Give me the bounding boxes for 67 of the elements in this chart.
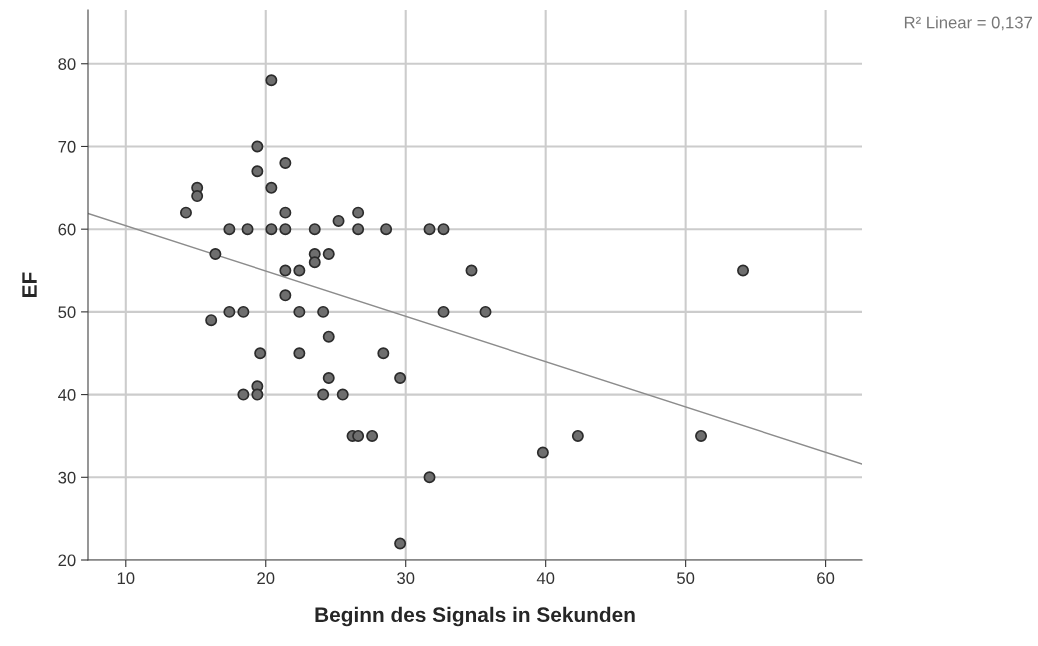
point — [241, 223, 254, 236]
point — [737, 264, 750, 277]
point — [237, 305, 250, 318]
point — [265, 74, 278, 87]
x-tick-label: 50 — [677, 572, 695, 585]
point — [352, 223, 365, 236]
point — [394, 537, 407, 550]
point — [254, 347, 267, 360]
point — [279, 157, 292, 169]
point — [279, 223, 292, 236]
x-tick-label: 20 — [257, 572, 275, 585]
point — [293, 347, 306, 360]
point — [209, 247, 222, 260]
point — [377, 347, 390, 360]
point — [423, 223, 436, 236]
point — [279, 264, 292, 277]
point — [322, 372, 335, 385]
point — [479, 305, 492, 318]
point — [293, 305, 306, 318]
point — [237, 388, 250, 401]
point — [352, 429, 365, 442]
point — [322, 247, 335, 260]
point — [251, 140, 264, 153]
x-tick-label: 10 — [117, 572, 135, 585]
point — [571, 429, 584, 442]
point — [317, 388, 330, 401]
point — [279, 289, 292, 302]
x-tick-label: 60 — [817, 572, 835, 585]
y-tick-label: 40 — [58, 388, 76, 401]
point — [205, 314, 218, 327]
point — [437, 305, 450, 318]
point — [536, 446, 549, 459]
point — [336, 388, 349, 401]
point — [191, 190, 204, 203]
point — [332, 214, 345, 227]
point — [265, 181, 278, 194]
point — [265, 223, 278, 236]
point — [308, 256, 321, 269]
x-axis-title: Beginn des Signals in Sekunden — [315, 606, 635, 627]
y-tick-label: 20 — [58, 554, 76, 567]
point — [223, 305, 236, 318]
point — [423, 471, 436, 484]
point — [394, 372, 407, 385]
point — [308, 223, 321, 236]
y-tick-label: 80 — [58, 58, 76, 70]
point — [251, 388, 264, 401]
y-tick-label: 70 — [58, 140, 76, 153]
point — [366, 429, 379, 442]
point — [317, 305, 330, 318]
point — [223, 223, 236, 236]
point — [352, 206, 365, 219]
point — [293, 264, 306, 277]
point — [251, 165, 264, 178]
y-tick-label: 50 — [58, 306, 76, 319]
point — [279, 206, 292, 219]
x-tick-label: 30 — [397, 572, 415, 585]
y-tick-label: 30 — [58, 471, 76, 484]
point — [179, 206, 192, 219]
x-tick-label: 40 — [536, 572, 555, 585]
y-tick-label: 60 — [58, 223, 76, 236]
point — [322, 330, 335, 343]
y-axis-title: EF — [22, 272, 37, 297]
point — [437, 223, 450, 236]
point — [695, 429, 708, 442]
point — [380, 223, 393, 236]
point — [465, 264, 478, 277]
text: R² Linear = 0,137 — [904, 16, 1032, 31]
